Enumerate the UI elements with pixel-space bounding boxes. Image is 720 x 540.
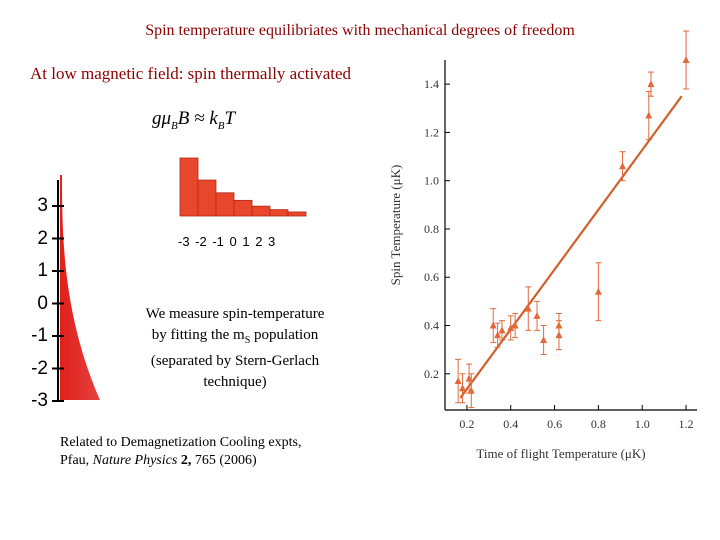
- population-bar-chart: [179, 157, 307, 217]
- data-point: [524, 304, 532, 312]
- ms-population-gradient: [52, 175, 100, 402]
- data-point: [498, 326, 506, 334]
- slide-title: Spin temperature equilibriates with mech…: [145, 22, 575, 39]
- data-point: [555, 331, 563, 339]
- data-point: [647, 80, 655, 88]
- population-bar: [233, 199, 253, 217]
- data-point: [618, 162, 626, 170]
- ms-axis-label: 0: [37, 292, 48, 314]
- thermal-formula: gμBB ≈ kBT: [152, 108, 236, 132]
- x-tick-label: 0.4: [503, 417, 518, 431]
- y-tick-label: 0.2: [424, 367, 439, 381]
- data-point: [594, 287, 602, 295]
- data-point: [507, 323, 515, 331]
- data-point: [467, 386, 475, 394]
- x-tick-label: 1.2: [679, 417, 694, 431]
- x-tick-label: 0.6: [547, 417, 562, 431]
- y-tick-label: 1.2: [424, 125, 439, 139]
- data-point: [489, 321, 497, 329]
- reference-citation: Related to Demagnetization Cooling expts…: [60, 435, 302, 468]
- ms-axis-label: 2: [37, 227, 48, 249]
- fit-line: [459, 95, 683, 399]
- x-tick-label: 0.8: [591, 417, 606, 431]
- y-axis-title: Spin Temperature (μK): [388, 165, 403, 286]
- population-bar: [269, 209, 289, 217]
- ms-axis-label: -1: [31, 325, 48, 346]
- data-point: [540, 336, 548, 343]
- x-axis-title: Time of flight Temperature (μK): [476, 446, 645, 461]
- x-tick-label: 1.0: [635, 417, 650, 431]
- population-bar: [287, 211, 307, 217]
- spin-temperature-plot: 0.2 0.4 0.6 0.8 1.0 1.2 0.2 0.4 0.6 0.8 1.0 1.2 1.4 T…: [388, 30, 697, 461]
- data-point: [454, 377, 462, 385]
- ms-axis-label: 3: [37, 195, 48, 216]
- data-point: [459, 384, 467, 392]
- population-bar: [179, 157, 199, 217]
- population-bar: [251, 205, 271, 217]
- ms-axis-label: 1: [37, 260, 48, 281]
- data-point: [533, 311, 541, 319]
- measure-description: We measure spin-temperature by fitting t…: [145, 306, 325, 390]
- population-bar: [215, 192, 235, 217]
- y-tick-label: 0.6: [424, 270, 439, 284]
- y-tick-label: 0.4: [424, 319, 439, 333]
- data-point: [494, 331, 502, 339]
- y-tick-label: 1.4: [424, 77, 439, 91]
- x-tick-label: 0.2: [459, 417, 474, 431]
- data-point: [682, 56, 690, 63]
- ms-population-shape: [60, 175, 100, 400]
- population-bar: [197, 179, 217, 217]
- y-tick-label: 0.8: [424, 222, 439, 236]
- slide-subtitle: At low magnetic field: spin thermally ac…: [30, 64, 352, 83]
- data-point: [511, 321, 519, 329]
- ms-axis-label: -2: [31, 357, 48, 379]
- ms-axis-label: -3: [31, 390, 48, 411]
- y-tick-label: 1.0: [424, 174, 439, 188]
- data-point: [645, 111, 653, 119]
- bar-tick-labels: -3 -2 -1 0 1 2 3: [178, 234, 276, 249]
